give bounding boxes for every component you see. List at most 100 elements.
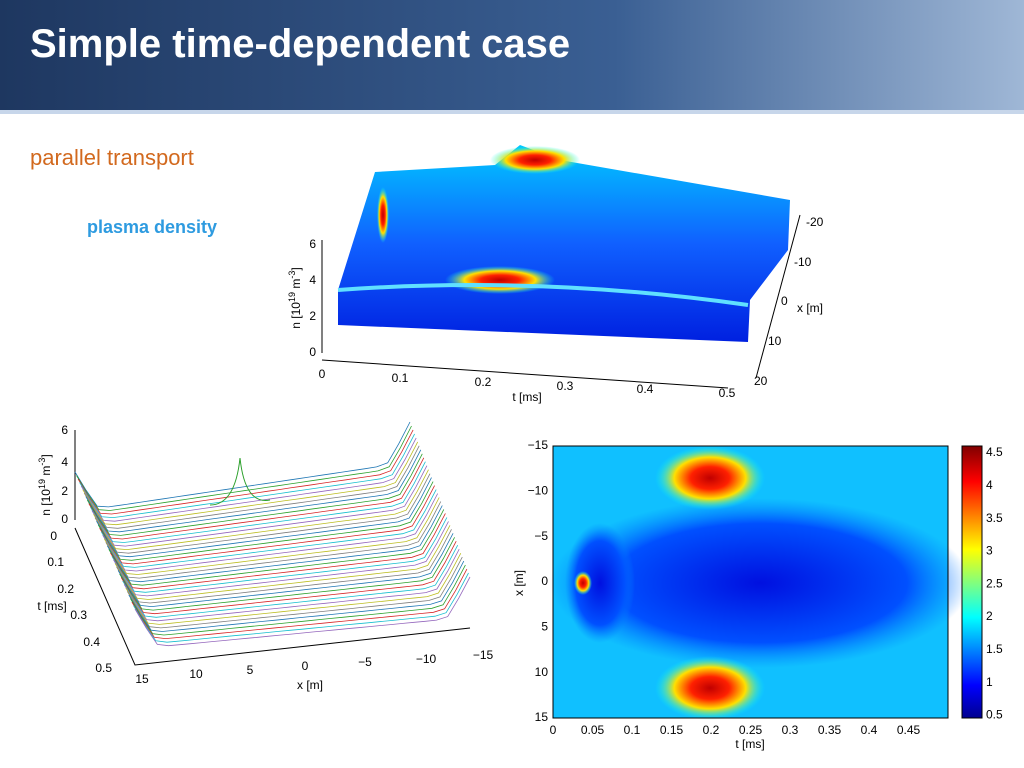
heatmap-region [565,523,635,643]
waterfall-line [131,568,468,640]
slide-title: Simple time-dependent case [30,22,570,66]
waterfall-line [114,525,451,600]
waterfall-line [88,457,425,540]
x-tick-label: 0 [550,723,557,737]
surface-peak [445,266,555,294]
t-tick-label: 0.1 [47,555,64,569]
x-axis [755,214,801,379]
waterfall-line [128,560,465,632]
waterfall-line [93,469,429,551]
waterfall-line [82,441,419,526]
x-tick-label: 5 [247,663,254,677]
x-tick-label: 0.4 [861,723,878,737]
x-tick-label: 0 [302,659,309,673]
waterfall-line [110,513,446,590]
heatmap-frame [552,445,949,719]
waterfall-line [125,553,462,625]
surface [338,145,790,342]
y-tick-label: −5 [534,529,548,543]
x-axis-label: x [m] [797,301,823,315]
t-tick-label: 0.3 [557,379,574,393]
caption: plasma density [87,217,217,237]
z-axis-label-part: n [10 [39,489,53,516]
z-tick-label: 6 [61,423,68,437]
surface-peak [490,146,580,174]
waterfall-line [106,505,443,583]
heatmap-illustration [550,445,983,720]
t-axis [321,359,729,389]
x-axis-label: x [m] [297,678,323,692]
waterfall-line [97,481,434,561]
t-tick-label: 0.5 [719,386,736,400]
z-axis-label-part: n [10 [289,302,303,329]
heatmap-region [550,498,970,668]
heatmap-region [574,571,592,595]
waterfall-line [117,533,454,608]
x-tick-label: 0.1 [624,723,641,737]
z-axis-label-part: m [289,279,303,292]
waterfall-line [111,517,448,593]
z-axis-label-part: ] [289,267,303,270]
z-axis-label-part: m [39,466,53,479]
waterfall-line [126,556,463,629]
colorbar [961,445,983,719]
t-tick-label: 0.4 [637,382,654,396]
x-tick-label: 0.45 [897,723,921,737]
x-tick-label: 0.25 [739,723,763,737]
x-tick-label: 0.05 [581,723,605,737]
x-tick-label: 10 [768,334,782,348]
waterfall-line [120,541,457,615]
z-axis-label: n [1019 m-3] [37,454,53,515]
z-tick-label: 2 [61,484,68,498]
t-tick-label: 0.3 [70,608,87,622]
x-tick-label: 15 [135,672,149,686]
waterfall-line [105,501,442,579]
waterfall-line [133,572,469,643]
z-axis-label-part: -3 [287,271,297,279]
colorbar-tick-label: 1.5 [986,642,1003,656]
waterfall-line [103,497,440,575]
heatmap-region [655,446,765,510]
z-axis-label: n [1019 m-3] [287,267,303,328]
colorbar-tick-label: 4 [986,478,993,492]
t-tick-label: 0.5 [95,661,112,675]
waterfall-line [79,433,415,519]
z-tick-label: 4 [309,273,316,287]
waterfall-line [130,564,466,636]
waterfall-line [86,453,423,536]
axes [74,527,471,666]
x-tick-label: −10 [416,652,437,666]
y-tick-label: 15 [535,710,549,724]
x-tick-label: −15 [473,648,494,662]
x-tick-label: 0.3 [782,723,799,737]
colorbar-tick-label: 3.5 [986,511,1003,525]
waterfall-line [90,461,426,543]
waterfall-line [74,421,411,508]
z-tick-label: 0 [61,512,68,526]
y-axis-label: x [m] [512,570,526,596]
waterfall-line [119,537,455,611]
waterfall-line [76,425,412,511]
y-tick-label: 5 [541,620,548,634]
waterfall-line [122,545,459,618]
waterfall-line [123,549,460,622]
colorbar-tick-label: 4.5 [986,445,1003,459]
x-tick-label: 0.35 [818,723,842,737]
waterfall-line [134,576,471,647]
z-axis-label-part: -3 [37,458,47,466]
x-tick-label: 0.2 [703,723,720,737]
z-tick-label: 0 [309,345,316,359]
t-tick-label: 0.2 [475,375,492,389]
x-tick-label: −5 [358,655,372,669]
surface-illustration [321,145,801,389]
colorbar-tick-label: 2.5 [986,576,1003,590]
t-axis-label: t [ms] [37,599,66,613]
waterfall-peak [209,457,271,506]
colorbar-tick-label: 2 [986,609,993,623]
waterfall-line [91,465,428,547]
waterfall-line [96,477,432,558]
heatmap-region [655,656,765,720]
surface-peak [377,187,389,243]
x-tick-label: 20 [754,374,768,388]
